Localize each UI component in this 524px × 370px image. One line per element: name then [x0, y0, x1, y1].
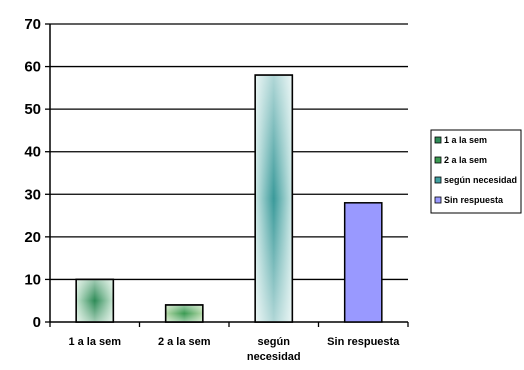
- x-tick-label: según: [258, 336, 291, 348]
- y-tick-label: 60: [24, 59, 41, 76]
- bar-outline: [75, 278, 115, 323]
- bars: [75, 74, 383, 323]
- y-tick-label: 0: [33, 314, 41, 331]
- bar-shading: [76, 279, 114, 322]
- legend-swatch: [434, 196, 442, 204]
- bar-outline: [164, 304, 204, 323]
- y-tick-label: 20: [24, 229, 41, 246]
- legend-box: [430, 129, 522, 214]
- legend-swatch: [434, 136, 442, 144]
- legend-label: Sin respuesta: [444, 195, 504, 205]
- bar-shading: [165, 304, 203, 322]
- bar: [343, 202, 383, 323]
- x-tick-label: 2 a la sem: [158, 336, 211, 348]
- legend-label: según necesidad: [444, 175, 517, 185]
- y-tick-labels: 0 10 20 30 40 50 60 70: [24, 16, 41, 331]
- legend-swatch: [434, 156, 442, 164]
- bar-outline: [254, 74, 294, 323]
- x-tick-label: 1 a la sem: [68, 336, 121, 348]
- x-tick-labels: 1 a la sem 2 a la sem según necesidad Sin re…: [68, 336, 400, 363]
- x-tick-label: necesidad: [247, 351, 301, 363]
- y-tick-label: 70: [24, 16, 41, 33]
- y-tick-label: 30: [24, 186, 41, 203]
- y-tick-label: 50: [24, 101, 41, 118]
- legend-label: 1 a la sem: [444, 135, 487, 145]
- legend-label: 2 a la sem: [444, 155, 487, 165]
- bar-shading: [255, 75, 293, 322]
- y-tick-label: 40: [24, 144, 41, 161]
- x-tick-label: Sin respuesta: [327, 336, 400, 348]
- y-tick-label: 10: [24, 271, 41, 288]
- legend-swatch: [434, 176, 442, 184]
- legend: 1 a la sem 2 a la sem según necesidad Sin r…: [430, 129, 522, 214]
